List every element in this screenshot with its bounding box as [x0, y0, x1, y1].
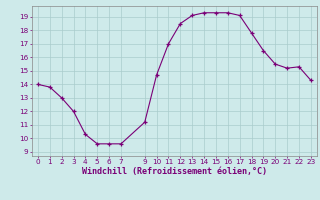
X-axis label: Windchill (Refroidissement éolien,°C): Windchill (Refroidissement éolien,°C): [82, 167, 267, 176]
